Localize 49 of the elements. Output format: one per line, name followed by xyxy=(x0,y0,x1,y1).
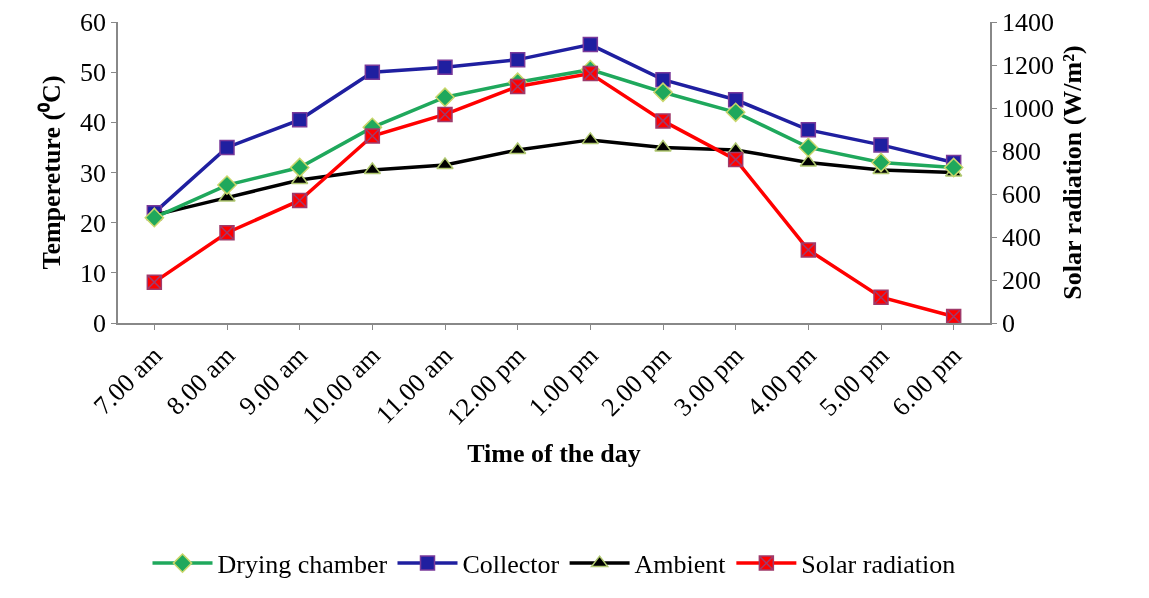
point xyxy=(436,157,454,170)
point xyxy=(146,274,163,290)
y2-tick-label: 400 xyxy=(1001,223,1041,253)
y2-tick-label: 800 xyxy=(1001,137,1041,167)
point xyxy=(291,112,308,128)
point xyxy=(873,137,889,153)
point xyxy=(144,207,165,228)
y2-tick-label: 1000 xyxy=(1001,94,1054,124)
y2-tick-label: 0 xyxy=(1001,309,1015,339)
y2-tick-label: 600 xyxy=(1001,180,1041,210)
point xyxy=(655,113,671,129)
point xyxy=(798,137,819,158)
y-tick-label: 60 xyxy=(80,8,107,38)
y-tick-label: 20 xyxy=(80,208,107,238)
point xyxy=(289,157,310,178)
y-axis-title: Tempereture (⁰C) xyxy=(36,75,66,270)
legend-label: Collector xyxy=(462,550,560,580)
y2-tick-label: 1200 xyxy=(1001,51,1054,81)
point xyxy=(437,106,453,123)
point xyxy=(800,242,817,258)
point xyxy=(725,102,746,123)
y2-tick-label: 1400 xyxy=(1001,8,1054,38)
point xyxy=(435,87,455,108)
y2-tick-label: 200 xyxy=(1001,266,1041,296)
legend-label: Solar radiation xyxy=(801,550,956,580)
y-tick-label: 10 xyxy=(80,258,107,288)
legend-label: Ambient xyxy=(634,550,727,580)
point xyxy=(653,82,673,103)
point xyxy=(217,175,237,195)
point xyxy=(582,36,599,53)
point xyxy=(437,59,453,75)
point xyxy=(364,128,381,144)
point xyxy=(219,139,235,156)
y-tick-label: 40 xyxy=(80,108,107,138)
point xyxy=(800,122,817,138)
x-axis-title: Time of the day xyxy=(467,439,641,469)
y-tick-label: 0 xyxy=(93,309,107,339)
point xyxy=(873,289,889,305)
point xyxy=(654,139,672,152)
point xyxy=(509,51,526,68)
point xyxy=(219,224,235,241)
legend-label: Drying chamber xyxy=(217,550,388,580)
y-tick-label: 30 xyxy=(80,158,107,188)
x-tick-label: 7.00 am xyxy=(88,340,168,421)
point xyxy=(943,157,964,178)
point xyxy=(364,64,381,80)
y2-axis-title: Solar radiation (W/m²) xyxy=(1058,45,1088,300)
y-tick-label: 50 xyxy=(80,58,107,88)
point xyxy=(871,152,891,173)
